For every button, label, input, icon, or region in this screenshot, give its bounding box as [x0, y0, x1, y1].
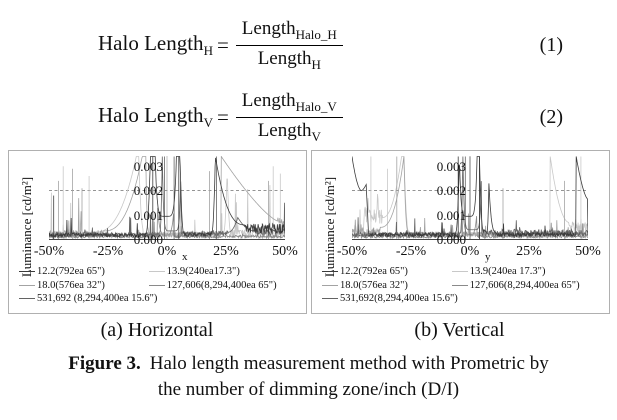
chart-legend: 12.2(792ea 65") 13.9(240ea 17.3") 18.0(576…	[322, 265, 604, 306]
x-axis-title: y	[485, 251, 491, 263]
x-tick-label: 50%	[575, 244, 601, 259]
subcaption-a: (a) Horizontal	[100, 319, 214, 341]
legend-item: 531,692(8,294,400ea 15.6")	[322, 292, 458, 306]
legend-line-swatch	[451, 284, 468, 286]
equation-2-denominator-subscript: V	[311, 128, 321, 144]
figure-caption-text-2: the number of dimming zone/inch (D/I)	[157, 379, 460, 400]
legend-label: 12.2(792ea 65")	[340, 266, 408, 277]
equation-2-fraction: LengthHalo_V LengthV	[235, 89, 343, 145]
legend-label: 531,692 (8,294,400ea 15.6")	[37, 293, 158, 304]
legend-label: 13.9(240ea17.3")	[166, 266, 240, 277]
equation-2-numerator: LengthHalo_V	[235, 89, 343, 118]
equation-2-lhs-text: Halo Length	[98, 102, 204, 127]
equation-2: Halo LengthV = LengthHalo_V LengthV (2)	[98, 86, 563, 148]
legend-item: 13.9(240ea 17.3")	[451, 265, 604, 279]
x-tick-label: -25%	[395, 244, 427, 259]
equation-1-lhs-subscript: H	[203, 43, 213, 59]
y-tick-label: 0.001	[133, 207, 163, 223]
equation-1-number: (1)	[539, 33, 563, 56]
legend-label: 13.9(240ea 17.3")	[469, 266, 546, 277]
legend-line-swatch	[322, 298, 338, 300]
legend-item: 12.2(792ea 65")	[19, 265, 149, 279]
chart-panel-vertical: Luminance [cd/m²] 0.003 0.002 0.001 0.000 -…	[311, 150, 610, 314]
x-tick-label: 0%	[460, 244, 480, 259]
equation-2-equals-sign: =	[216, 104, 229, 129]
figure-caption-line-1: Figure 3. Halo length measurement method …	[0, 351, 617, 377]
legend-line-swatch	[322, 271, 338, 273]
legend-line-swatch	[148, 271, 165, 273]
legend-label: 18.0(576ea 32")	[37, 279, 105, 291]
plot-area: 0.003 0.002 0.001 0.000	[352, 156, 588, 246]
chart-lines	[352, 156, 588, 240]
legend-item: 127,606(8,294,400ea 65")	[148, 279, 301, 293]
subcaption-b: (b) Vertical	[414, 319, 505, 341]
equation-1-numerator-subscript: Halo_H	[295, 26, 337, 42]
equation-2-numerator-subscript: Halo_V	[295, 98, 337, 114]
x-tick-label: 25%	[213, 244, 239, 259]
legend-label: 12.2(792ea 65")	[37, 266, 105, 277]
plot-area: 0.003 0.002 0.001 0.000	[49, 156, 285, 246]
x-axis-ticks: -50% -25% 0% 25% 50% x	[34, 242, 298, 264]
x-tick-label: 50%	[272, 244, 298, 259]
x-tick-label: 25%	[516, 244, 542, 259]
legend-item: 13.9(240ea17.3")	[148, 265, 301, 279]
figure-caption: Figure 3. Halo length measurement method …	[0, 351, 617, 403]
equation-1-lhs: Halo LengthH	[98, 31, 213, 59]
y-tick-label: 0.000	[436, 232, 466, 247]
legend-item: 18.0(576ea 32")	[19, 279, 149, 293]
equation-1-equals-sign: =	[216, 32, 229, 57]
equation-2-lhs: Halo LengthV	[98, 103, 213, 131]
legend-label: 531,692(8,294,400ea 15.6")	[340, 293, 458, 304]
equation-1-denominator-text: Length	[257, 47, 312, 69]
chart-legend: 12.2(792ea 65") 13.9(240ea17.3") 18.0(576e…	[19, 265, 301, 306]
legend-item: 127,606(8,294,400ea 65")	[451, 279, 604, 293]
x-tick-label: 0%	[157, 244, 177, 259]
legend-label: 127,606(8,294,400ea 65")	[469, 279, 580, 291]
chart-lines	[49, 156, 285, 240]
legend-item: 531,692 (8,294,400ea 15.6")	[19, 292, 157, 306]
equation-1-denominator-subscript: H	[311, 56, 321, 72]
y-tick-label: 0.000	[133, 232, 163, 247]
equation-2-denominator: LengthV	[236, 118, 343, 145]
y-tick-label: 0.003	[436, 158, 466, 174]
x-axis-title: x	[182, 251, 188, 263]
equation-1-denominator: LengthH	[236, 46, 343, 73]
equation-1: Halo LengthH = LengthHalo_H LengthH (1)	[98, 12, 563, 78]
legend-line-swatch	[19, 271, 35, 273]
legend-label: 127,606(8,294,400ea 65")	[166, 279, 277, 291]
legend-line-swatch	[148, 284, 165, 286]
equation-2-lhs-subscript: V	[203, 115, 213, 131]
equation-1-lhs-text: Halo Length	[98, 30, 204, 55]
equation-2-number: (2)	[539, 105, 563, 128]
y-tick-label: 0.002	[133, 183, 163, 199]
equation-1-numerator-text: Length	[241, 17, 296, 39]
legend-line-swatch	[19, 284, 35, 286]
y-tick-label: 0.001	[436, 207, 466, 223]
chart-panel-horizontal: Luminance [cd/m²] 0.003 0.002 0.001 0.000 -…	[8, 150, 307, 314]
y-tick-label: 0.003	[133, 158, 163, 174]
x-tick-label: -50%	[33, 244, 65, 259]
figure-caption-label: Figure 3.	[68, 353, 141, 374]
equation-2-denominator-text: Length	[257, 119, 312, 141]
legend-item: 12.2(792ea 65")	[322, 265, 452, 279]
legend-line-swatch	[19, 298, 35, 300]
legend-label: 18.0(576ea 32")	[340, 279, 408, 291]
legend-line-swatch	[322, 284, 338, 286]
x-axis-ticks: -50% -25% 0% 25% 50% y	[337, 242, 601, 264]
legend-line-swatch	[451, 271, 468, 273]
x-tick-label: -25%	[92, 244, 124, 259]
figure-caption-text-1: Halo length measurement method with Prom…	[149, 353, 549, 374]
equation-1-fraction: LengthHalo_H LengthH	[235, 17, 343, 73]
x-tick-label: -50%	[336, 244, 368, 259]
y-tick-label: 0.002	[436, 183, 466, 199]
equation-1-numerator: LengthHalo_H	[235, 17, 343, 46]
legend-item: 18.0(576ea 32")	[322, 279, 452, 293]
equation-2-numerator-text: Length	[241, 89, 296, 111]
